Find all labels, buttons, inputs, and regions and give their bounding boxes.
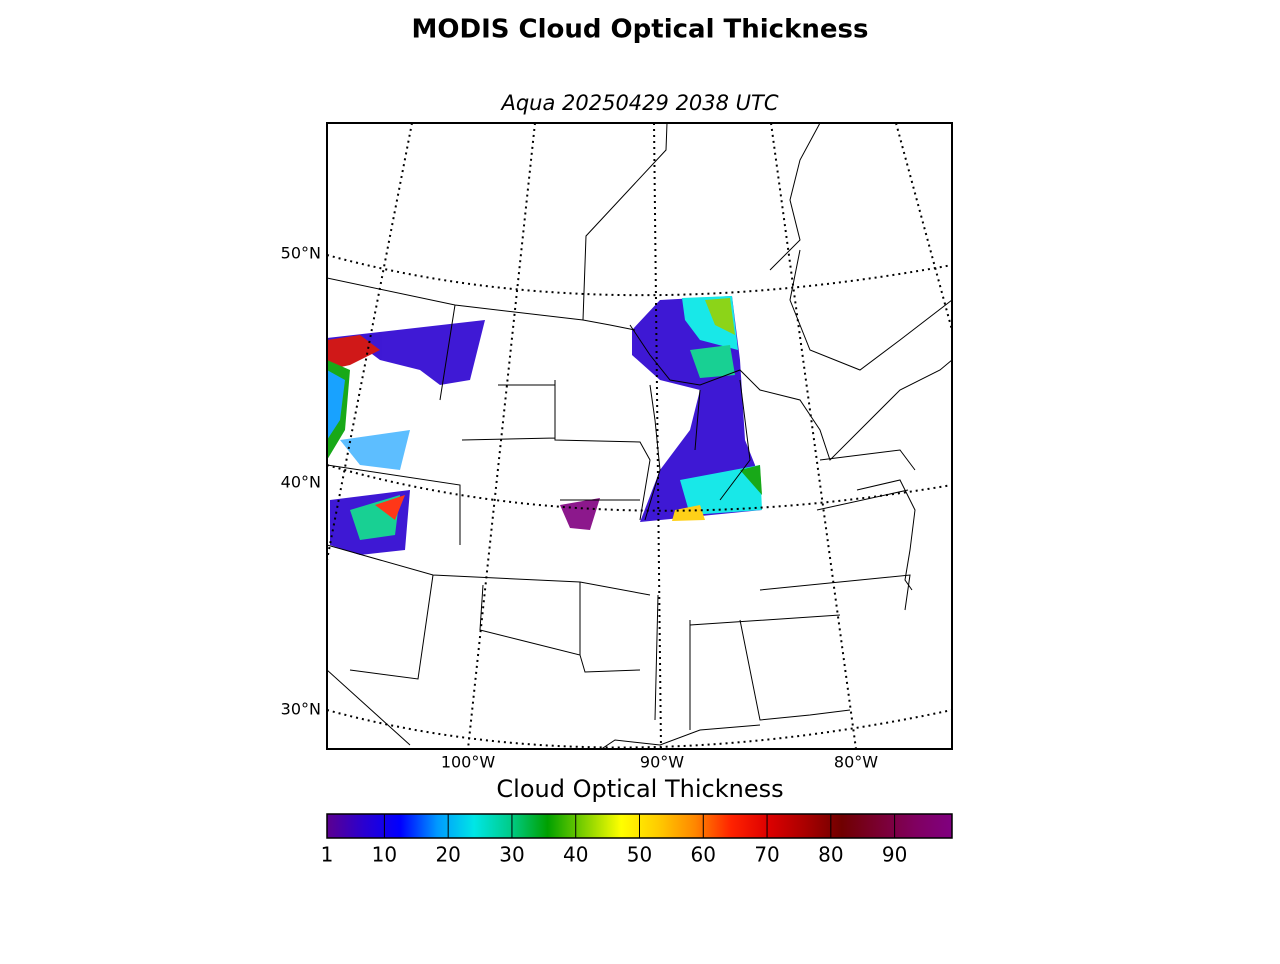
colorbar-tick-label: 80 (818, 843, 843, 867)
meridian (653, 123, 662, 749)
lon-label: 80°W (834, 753, 878, 772)
meridian (327, 123, 413, 561)
cloud-field (327, 296, 762, 555)
parallel (327, 254, 952, 297)
lat-label: 50°N (281, 244, 321, 263)
parallel (327, 709, 952, 749)
title: MODIS Cloud Optical Thickness (412, 15, 869, 45)
colorbar-tick-label: 90 (882, 843, 907, 867)
lon-label: 90°W (640, 753, 684, 772)
lat-label: 40°N (281, 473, 321, 492)
colorbar-tick-label: 70 (754, 843, 779, 867)
colorbar-tick-label: 60 (691, 843, 716, 867)
colorbar-tick-label: 10 (372, 843, 397, 867)
colorbar-tick-label: 20 (435, 843, 460, 867)
meridian (895, 123, 952, 331)
colorbar-tick-label: 1 (321, 843, 334, 867)
colorbar-tick-label: 50 (627, 843, 652, 867)
boundaries (327, 123, 952, 749)
map-frame (326, 122, 953, 750)
map-area (327, 123, 952, 749)
lon-label: 100°W (441, 753, 496, 772)
lat-label: 30°N (281, 700, 321, 719)
colorbar-tick-label: 40 (563, 843, 588, 867)
parallel (327, 464, 952, 512)
colorbar-label: Cloud Optical Thickness (496, 775, 783, 803)
subtitle: Aqua 20250429 2038 UTC (499, 91, 778, 115)
meridian (467, 123, 536, 749)
colorbar-tick-label: 30 (499, 843, 524, 867)
meridian (770, 123, 857, 749)
